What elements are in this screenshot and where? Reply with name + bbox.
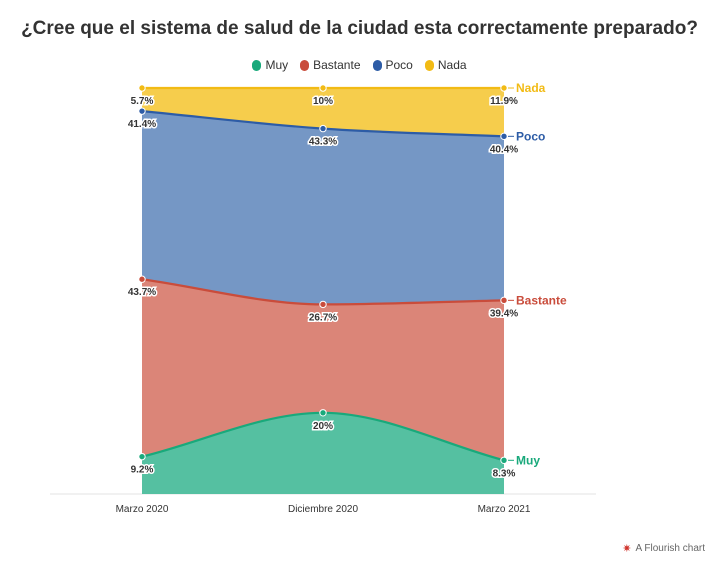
data-label-poco-2: 40.4% — [490, 144, 518, 155]
legend-swatch-poco — [372, 59, 382, 71]
area-nada — [142, 88, 504, 137]
area-bastante — [142, 279, 504, 461]
point-bastante-1[interactable] — [319, 300, 327, 309]
legend-item-muy[interactable]: Muy — [252, 58, 288, 72]
x-tick-label-2: Marzo 2021 — [478, 504, 531, 515]
area-muy — [142, 412, 504, 494]
point-muy-1[interactable] — [319, 409, 327, 417]
data-label-poco-0: 41.4% — [128, 119, 156, 130]
x-tick-label-1: Diciembre 2020 — [288, 504, 358, 515]
legend-item-bastante[interactable]: Bastante — [300, 58, 361, 72]
point-muy-2[interactable] — [500, 456, 508, 465]
flourish-credit[interactable]: ✷ A Flourish chart — [622, 542, 705, 555]
data-label-bastante-0: 43.7% — [128, 287, 156, 298]
data-label-muy-0: 9.2% — [131, 465, 154, 476]
point-poco-0[interactable] — [138, 107, 146, 115]
point-nada-1[interactable] — [319, 84, 327, 92]
credit-text: A Flourish chart — [635, 543, 705, 554]
end-label-poco: Poco — [516, 129, 545, 143]
point-poco-2[interactable] — [500, 132, 508, 141]
legend-label-nada: Nada — [437, 58, 467, 72]
data-label-nada-1: 10% — [313, 96, 333, 107]
end-label-muy: Muy — [516, 453, 540, 467]
data-label-muy-1: 20% — [313, 421, 333, 432]
legend: Muy Bastante Poco Nada — [0, 58, 719, 72]
data-label-nada-0: 5.7% — [131, 96, 154, 107]
legend-swatch-muy — [252, 59, 262, 71]
legend-item-nada[interactable]: Nada — [424, 58, 467, 72]
data-label-bastante-2: 39.4% — [490, 308, 518, 319]
legend-label-muy: Muy — [265, 58, 289, 72]
area-poco — [142, 111, 504, 305]
point-poco-1[interactable] — [319, 124, 327, 133]
end-label-nada: Nada — [516, 81, 546, 95]
legend-label-bastante: Bastante — [313, 58, 361, 72]
legend-label-poco: Poco — [385, 58, 413, 72]
point-bastante-0[interactable] — [138, 275, 146, 283]
point-bastante-2[interactable] — [500, 296, 508, 305]
point-muy-0[interactable] — [138, 452, 146, 461]
data-label-poco-1: 43.3% — [309, 137, 337, 148]
x-tick-label-0: Marzo 2020 — [116, 504, 169, 515]
chart-title: ¿Cree que el sistema de salud de la ciud… — [21, 18, 698, 39]
data-label-bastante-1: 26.7% — [309, 312, 337, 323]
legend-item-poco[interactable]: Poco — [372, 58, 413, 72]
legend-swatch-nada — [424, 59, 434, 71]
data-label-nada-2: 11.9% — [490, 96, 518, 107]
point-nada-0[interactable] — [138, 84, 146, 92]
point-nada-2[interactable] — [500, 84, 508, 92]
legend-swatch-bastante — [300, 59, 310, 71]
flourish-star-icon: ✷ — [622, 543, 632, 555]
end-label-bastante: Bastante — [516, 293, 567, 307]
data-label-muy-2: 8.3% — [493, 468, 516, 479]
